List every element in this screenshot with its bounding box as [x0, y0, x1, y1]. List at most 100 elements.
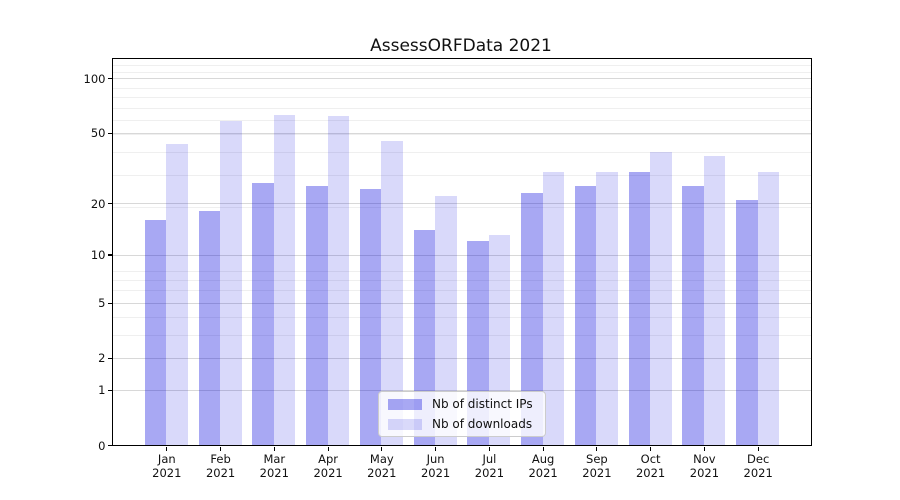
minor-gridline	[113, 134, 811, 136]
bar-distinct-ips	[252, 183, 274, 445]
major-gridline	[113, 78, 811, 80]
legend-swatch	[388, 398, 422, 410]
y-tick-mark	[108, 302, 112, 304]
x-tick-year: 2021	[582, 465, 612, 480]
y-tick-mark	[108, 357, 112, 359]
legend-item: Nb of distinct IPs	[379, 396, 545, 412]
x-tick-year: 2021	[205, 465, 236, 480]
y-tick-mark	[108, 389, 112, 391]
y-tick-mark	[108, 444, 112, 447]
bar-distinct-ips	[628, 172, 651, 445]
y-tick-label: 5	[98, 296, 106, 311]
chart-title: AssessORFData 2021	[370, 36, 552, 56]
x-tick-year: 2021	[689, 465, 720, 480]
bar-distinct-ips	[198, 211, 221, 445]
x-tick-year: 2021	[152, 465, 182, 480]
x-tick-year: 2021	[420, 465, 451, 480]
x-tick-label: Jan 2021	[135, 452, 199, 480]
x-tick-label: Mar 2021	[242, 452, 306, 480]
x-tick-year: 2021	[635, 465, 666, 480]
x-tick-year: 2021	[474, 465, 505, 480]
y-tick-label: 50	[90, 126, 106, 141]
x-tick-year: 2021	[313, 465, 343, 480]
y-tick-label: 100	[83, 71, 106, 86]
major-gridline	[113, 302, 811, 304]
major-gridline	[113, 357, 811, 359]
x-tick-month: Feb	[210, 451, 231, 466]
minor-gridline	[113, 270, 811, 272]
bar-distinct-ips	[682, 186, 704, 445]
minor-gridline	[113, 87, 811, 89]
y-tick-label: 1	[98, 383, 106, 398]
y-tick-label: 10	[90, 248, 106, 262]
x-tick-label: Jun 2021	[404, 452, 468, 480]
x-tick-mark	[703, 446, 705, 451]
major-gridline	[113, 254, 811, 256]
minor-gridline	[113, 290, 811, 292]
minor-gridline	[113, 96, 811, 98]
x-tick-mark	[220, 446, 222, 451]
bar-downloads	[757, 172, 780, 445]
minor-gridline	[113, 207, 811, 208]
bar-downloads	[650, 152, 672, 445]
x-tick-month: Dec	[747, 451, 770, 466]
major-gridline	[113, 389, 811, 391]
bar-downloads	[596, 172, 618, 445]
y-tick-label: 20	[90, 196, 106, 211]
y-tick-mark	[108, 78, 112, 80]
x-tick-month: Oct	[640, 451, 661, 466]
bar-distinct-ips	[521, 192, 543, 445]
x-tick-mark	[488, 446, 490, 451]
minor-gridline	[113, 334, 811, 336]
x-tick-mark	[166, 446, 168, 451]
major-gridline	[113, 203, 811, 205]
x-tick-label: Jul 2021	[457, 452, 521, 480]
x-tick-mark	[757, 446, 759, 451]
y-tick-label: 0	[98, 438, 106, 453]
x-tick-mark	[381, 446, 383, 451]
bar-distinct-ips	[306, 186, 328, 445]
bar-distinct-ips	[359, 189, 382, 445]
x-tick-year: 2021	[367, 465, 397, 480]
x-tick-label: Aug 2021	[511, 452, 575, 480]
y-tick-mark	[108, 254, 112, 256]
bar-downloads	[542, 172, 565, 445]
x-tick-month: Jul	[482, 451, 497, 466]
bar-downloads	[381, 140, 403, 445]
x-tick-mark	[596, 446, 598, 451]
legend-label: Nb of distinct IPs	[432, 397, 533, 411]
x-tick-year: 2021	[743, 465, 773, 480]
y-tick-mark	[108, 203, 112, 205]
major-gridline	[113, 132, 811, 134]
x-tick-month: Nov	[693, 451, 716, 466]
x-tick-month: Mar	[263, 451, 286, 466]
x-tick-label: Sep 2021	[565, 452, 629, 480]
bar-downloads	[273, 114, 296, 445]
minor-gridline	[113, 174, 811, 176]
bar-downloads	[435, 195, 457, 445]
x-tick-month: May	[369, 451, 394, 466]
legend-swatch	[388, 418, 422, 430]
x-tick-month: Apr	[318, 451, 339, 466]
bar-downloads	[166, 144, 188, 445]
minor-gridline	[113, 64, 811, 66]
x-tick-month: Jun	[426, 451, 445, 466]
minor-gridline	[113, 107, 811, 109]
minor-gridline	[113, 71, 811, 73]
minor-gridline	[113, 317, 811, 319]
minor-gridline	[113, 152, 811, 153]
x-tick-label: May 2021	[350, 452, 414, 480]
bar-distinct-ips	[736, 199, 758, 445]
x-tick-year: 2021	[528, 465, 558, 480]
x-tick-month: Sep	[586, 451, 608, 466]
bar-downloads	[703, 156, 726, 445]
legend: Nb of distinct IPs Nb of downloads	[378, 391, 546, 437]
x-tick-label: Oct 2021	[619, 452, 683, 480]
plot-area	[112, 58, 812, 446]
x-tick-mark	[650, 446, 652, 451]
bar-distinct-ips	[574, 186, 597, 445]
minor-gridline	[113, 279, 811, 281]
bar-downloads	[220, 121, 242, 445]
x-tick-label: Apr 2021	[296, 452, 360, 480]
